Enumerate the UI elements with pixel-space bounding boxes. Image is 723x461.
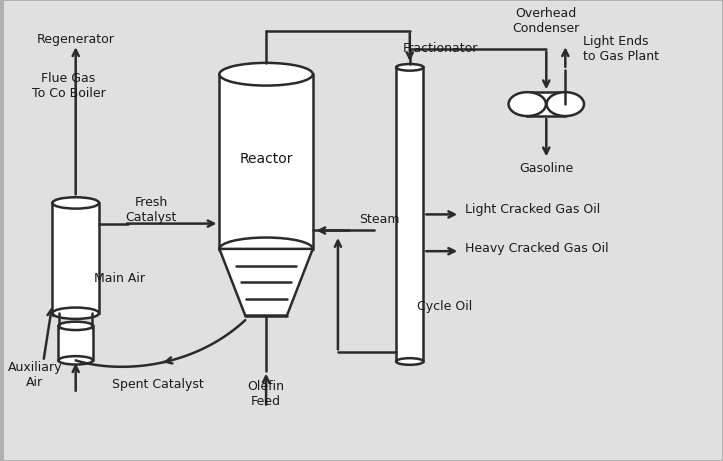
Text: Regenerator: Regenerator (37, 33, 115, 46)
Text: Fractionator: Fractionator (403, 42, 478, 55)
Ellipse shape (219, 63, 313, 86)
Text: Gasoline: Gasoline (519, 162, 573, 175)
Bar (52, 203, 99, 313)
Text: Overhead
Condenser: Overhead Condenser (513, 7, 580, 35)
Ellipse shape (52, 197, 99, 208)
Text: Heavy Cracked Gas Oil: Heavy Cracked Gas Oil (465, 242, 609, 255)
Bar (396, 67, 424, 361)
Text: Spent Catalyst: Spent Catalyst (113, 378, 204, 391)
Bar (219, 74, 313, 249)
Ellipse shape (396, 64, 424, 71)
Ellipse shape (59, 322, 93, 330)
Ellipse shape (547, 92, 584, 116)
Ellipse shape (52, 307, 99, 319)
Bar (527, 92, 565, 116)
Text: Steam: Steam (359, 213, 400, 225)
Text: Flue Gas
To Co Boiler: Flue Gas To Co Boiler (32, 72, 106, 100)
Text: Reactor: Reactor (239, 152, 293, 166)
Text: Auxiliary
Air: Auxiliary Air (7, 361, 62, 389)
Bar (59, 326, 93, 361)
Polygon shape (219, 249, 313, 315)
Text: Light Cracked Gas Oil: Light Cracked Gas Oil (465, 203, 600, 216)
Ellipse shape (59, 356, 93, 365)
Ellipse shape (396, 358, 424, 365)
Text: Main Air: Main Air (94, 272, 145, 285)
Ellipse shape (219, 237, 313, 260)
Text: Cycle Oil: Cycle Oil (417, 300, 472, 313)
Text: Olefin
Feed: Olefin Feed (247, 380, 285, 408)
Ellipse shape (508, 92, 546, 116)
Text: Light Ends
to Gas Plant: Light Ends to Gas Plant (583, 35, 659, 63)
Text: Fresh
Catalyst: Fresh Catalyst (126, 196, 177, 224)
